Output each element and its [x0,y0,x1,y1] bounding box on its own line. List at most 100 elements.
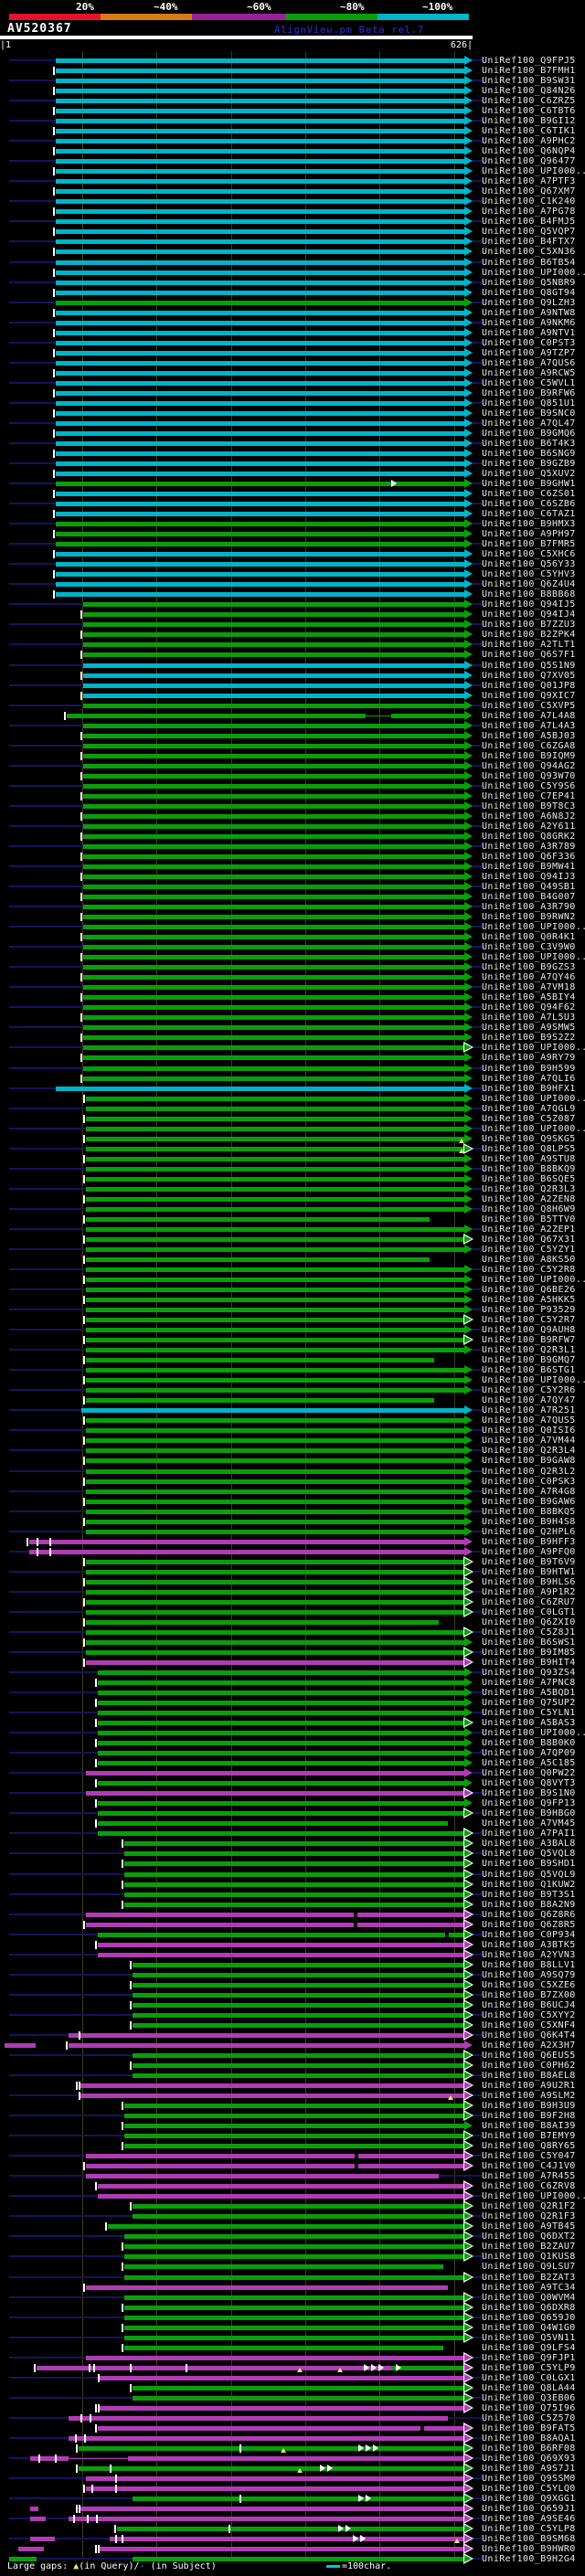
hit-label[interactable]: UniRef100_C7EP41 [482,791,576,801]
hit-label[interactable]: UniRef100_A7PNC8 [482,1678,576,1688]
hsp-bar[interactable] [56,119,464,123]
hit-label[interactable]: UniRef100_P93529 [482,1305,576,1315]
hsp-bar[interactable] [133,2557,464,2561]
hsp-bar[interactable] [133,1973,464,1977]
hit-label[interactable]: UniRef100_B9HMX3 [482,519,576,529]
hit-label[interactable]: UniRef100_A3R789 [482,842,576,852]
hit-label[interactable]: UniRef100_UPI000.. [482,1043,585,1053]
hit-label[interactable]: UniRef100_B7ZZU3 [482,620,576,630]
hsp-bar[interactable] [56,461,464,466]
hit-label[interactable]: UniRef100_Q0R4K1 [482,932,576,942]
hit-label[interactable]: UniRef100_Q5NBR9 [482,278,576,288]
hsp-bar[interactable] [83,1005,464,1010]
hsp-bar[interactable] [56,341,464,345]
hsp-bar[interactable] [83,704,464,708]
hsp-bar[interactable] [133,2013,464,2018]
hsp-bar[interactable] [56,532,464,536]
hit-label[interactable]: UniRef100_B9GMQ6 [482,429,576,439]
hit-label[interactable]: UniRef100_B9SNC0 [482,408,576,419]
hsp-bar[interactable] [124,2316,464,2320]
hit-label[interactable]: UniRef100_A7VM45 [482,1818,576,1829]
hsp-bar[interactable] [108,2224,464,2229]
hsp-bar[interactable] [86,1368,464,1373]
hsp-bar[interactable] [124,2346,443,2350]
hit-label[interactable]: UniRef100_Q6DXR8 [482,2303,576,2313]
hsp-bar[interactable] [86,1771,464,1776]
hit-label[interactable]: UniRef100_B9RFW6 [482,388,576,398]
hsp-bar[interactable] [86,1177,464,1182]
hsp-bar[interactable] [56,149,464,154]
hit-label[interactable]: UniRef100_A5BQD1 [482,1688,576,1698]
hit-label[interactable]: UniRef100_Q3EB06 [482,2393,576,2403]
hsp-bar[interactable] [133,2053,464,2058]
hit-label[interactable]: UniRef100_UPI000.. [482,1728,585,1738]
hit-label[interactable]: UniRef100_Q9FJP1 [482,2353,576,2363]
hsp-bar[interactable] [83,885,464,889]
hsp-bar[interactable] [86,1560,464,1564]
hit-label[interactable]: UniRef100_UPI000.. [482,1375,585,1385]
hsp-bar[interactable] [86,1500,464,1504]
hsp-bar[interactable] [86,1489,464,1494]
hit-label[interactable]: UniRef100_Q2HPL6 [482,1527,576,1537]
hsp-bar[interactable] [56,582,464,587]
hsp-bar[interactable] [83,663,464,668]
hsp-bar[interactable] [56,219,464,224]
hsp-bar[interactable] [37,2366,391,2370]
hit-label[interactable]: UniRef100_B9HFX1 [482,1084,576,1094]
hit-label[interactable]: UniRef100_Q75I96 [482,2403,576,2413]
hsp-bar[interactable] [98,1821,448,1826]
hsp-bar[interactable] [124,2306,464,2310]
hit-label[interactable]: UniRef100_C6ZRU7 [482,1597,576,1607]
hit-label[interactable]: UniRef100_A2X3H7 [482,2041,576,2051]
hsp-bar[interactable] [86,1630,464,1635]
hit-label[interactable]: UniRef100_B9T6V9 [482,1557,576,1567]
hsp-bar[interactable] [86,1469,464,1474]
hsp-bar[interactable] [67,714,366,718]
hit-label[interactable]: UniRef100_C1K240 [482,196,576,207]
hit-label[interactable]: UniRef100_A9TZP7 [482,348,576,358]
hsp-bar[interactable] [69,2043,464,2048]
hit-label[interactable]: UniRef100_A7QLI6 [482,1074,576,1084]
hsp-bar[interactable] [56,249,464,254]
hsp-bar[interactable] [56,331,464,335]
hsp-bar[interactable] [56,321,464,325]
hsp-bar[interactable] [86,1187,464,1192]
hit-label[interactable]: UniRef100_B9S1N0 [482,1788,576,1798]
hsp-bar[interactable] [86,1358,434,1362]
hsp-bar[interactable] [79,2507,464,2511]
hsp-bar[interactable] [56,109,464,113]
hsp-bar[interactable] [124,2124,464,2128]
hit-label[interactable]: UniRef100_A9SLM2 [482,2091,576,2101]
hit-label[interactable]: UniRef100_Q01JP8 [482,681,576,691]
hit-label[interactable]: UniRef100_Q1KUS8 [482,2252,576,2262]
hsp-bar[interactable] [86,1338,464,1342]
hit-label[interactable]: UniRef100_B6TB54 [482,258,576,268]
hit-label[interactable]: UniRef100_A9RCW5 [482,368,576,378]
hsp-bar[interactable] [56,401,464,406]
hsp-bar[interactable] [56,169,464,174]
hit-label[interactable]: UniRef100_A9STU8 [482,1154,576,1164]
hsp-bar[interactable] [86,1479,464,1484]
hsp-bar[interactable] [83,1025,464,1030]
hit-label[interactable]: UniRef100_C5XVP5 [482,701,576,711]
hit-label[interactable]: UniRef100_Q49SB1 [482,882,576,892]
hsp-bar[interactable] [79,2446,464,2451]
hit-label[interactable]: UniRef100_UPI000.. [482,1275,585,1285]
hsp-bar[interactable] [124,2295,464,2300]
hit-label[interactable]: UniRef100_B6SWS1 [482,1638,576,1648]
hit-label[interactable]: UniRef100_C6ZGA8 [482,741,576,751]
hit-label[interactable]: UniRef100_A2YVN3 [482,1950,576,1960]
hit-label[interactable]: UniRef100_Q2R1F3 [482,2211,576,2221]
hsp-bar[interactable] [83,814,464,819]
hsp-bar[interactable] [86,1418,464,1423]
hsp-bar[interactable] [69,2436,464,2441]
hit-label[interactable]: UniRef100_A8KS50 [482,1255,576,1265]
hsp-bar[interactable] [86,1378,464,1383]
hsp-bar[interactable] [86,1257,430,1262]
hit-label[interactable]: UniRef100_A9SMW5 [482,1023,576,1033]
hit-label[interactable]: UniRef100_Q659J0 [482,2313,576,2323]
hsp-bar[interactable] [69,2416,448,2421]
hsp-bar[interactable] [98,1831,464,1836]
hsp-bar[interactable] [98,1953,464,1957]
hsp-bar[interactable] [56,179,464,184]
